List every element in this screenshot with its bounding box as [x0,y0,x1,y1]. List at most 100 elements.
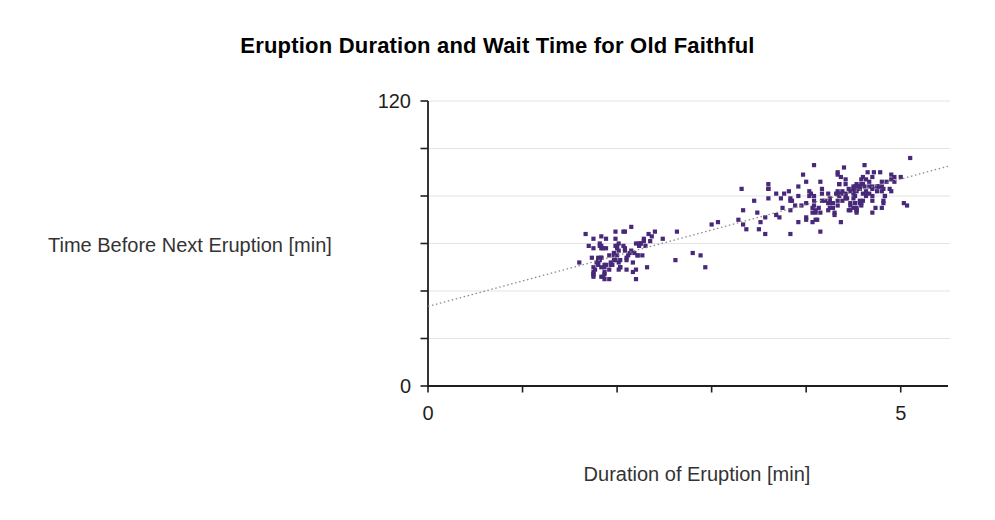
data-point [623,246,627,250]
data-point [744,227,748,231]
data-point [861,192,865,196]
data-point [881,187,885,191]
data-point [854,208,858,212]
data-point [631,260,635,264]
scatter-plot: 012005 [0,0,995,520]
data-point [640,253,644,257]
data-point [710,222,714,226]
data-point [844,182,848,186]
data-point [636,253,640,257]
data-point [596,260,600,264]
data-point [796,184,800,188]
data-point [870,175,874,179]
data-point [861,199,865,203]
data-point [613,230,617,234]
data-point [881,201,885,205]
data-point [675,230,679,234]
data-point [617,249,621,253]
data-point [648,239,652,243]
data-point [826,201,830,205]
data-point [736,218,740,222]
data-point [587,244,591,248]
data-point [873,206,877,210]
data-point [642,239,646,243]
data-point [779,196,783,200]
data-point [818,180,822,184]
data-point [796,220,800,224]
data-point [599,234,603,238]
chart-container: Eruption Duration and Wait Time for Old … [0,0,995,520]
data-point [577,260,581,264]
data-point [875,189,879,193]
data-point [590,256,594,260]
data-point [703,265,707,269]
data-point [788,232,792,236]
data-point [831,206,835,210]
data-point [884,180,888,184]
data-point [740,187,744,191]
data-point [618,258,622,262]
data-point [815,218,819,222]
trend-line [428,166,948,306]
data-point [782,192,786,196]
y-tick-label: 120 [378,90,411,112]
data-point [883,194,887,198]
data-point [862,163,866,167]
data-point [818,230,822,234]
data-point [902,201,906,205]
data-point [755,211,759,215]
data-point [763,232,767,236]
x-tick-label: 5 [895,402,906,424]
data-point [836,203,840,207]
data-point [607,268,611,272]
data-point [599,265,603,269]
data-point [842,165,846,169]
data-point [872,170,876,174]
data-point [741,222,745,226]
data-point [836,199,840,203]
data-point [804,218,808,222]
data-point [812,194,816,198]
data-point [766,187,770,191]
data-point [788,196,792,200]
data-point [832,213,836,217]
data-point [716,220,720,224]
data-point [840,199,844,203]
data-point [774,192,778,196]
data-point [801,173,805,177]
data-point [899,175,903,179]
data-point [604,237,608,241]
data-point [870,199,874,203]
data-point [848,203,852,207]
data-point [766,182,770,186]
y-tick-label: 0 [400,375,411,397]
data-point [591,275,595,279]
data-point [691,251,695,255]
data-point [839,220,843,224]
data-point [591,246,595,250]
data-point [601,275,605,279]
data-point [646,232,650,236]
data-point [820,192,824,196]
data-point [796,194,800,198]
data-point [870,211,874,215]
data-point [752,199,756,203]
data-point [844,177,848,181]
data-point [629,225,633,229]
data-point [645,265,649,269]
data-point [758,220,762,224]
data-point [848,208,852,212]
data-point [878,170,882,174]
data-point [741,208,745,212]
data-point [624,256,628,260]
data-point [607,277,611,281]
data-point [810,220,814,224]
data-point [618,265,622,269]
data-point [867,180,871,184]
data-point [591,237,595,241]
data-point [908,156,912,160]
data-point [836,173,840,177]
data-point [766,196,770,200]
data-point [609,263,613,267]
data-point [634,268,638,272]
